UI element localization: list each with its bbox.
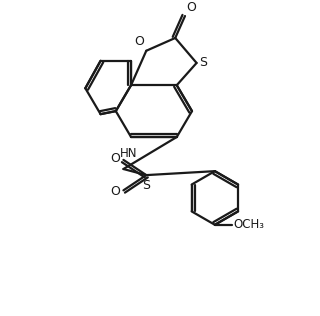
Text: O: O xyxy=(134,35,144,48)
Text: S: S xyxy=(142,179,150,192)
Text: O: O xyxy=(110,152,120,165)
Text: HN: HN xyxy=(120,147,137,160)
Text: OCH₃: OCH₃ xyxy=(233,218,264,231)
Text: O: O xyxy=(110,185,120,198)
Text: O: O xyxy=(187,2,196,15)
Text: S: S xyxy=(200,56,208,69)
